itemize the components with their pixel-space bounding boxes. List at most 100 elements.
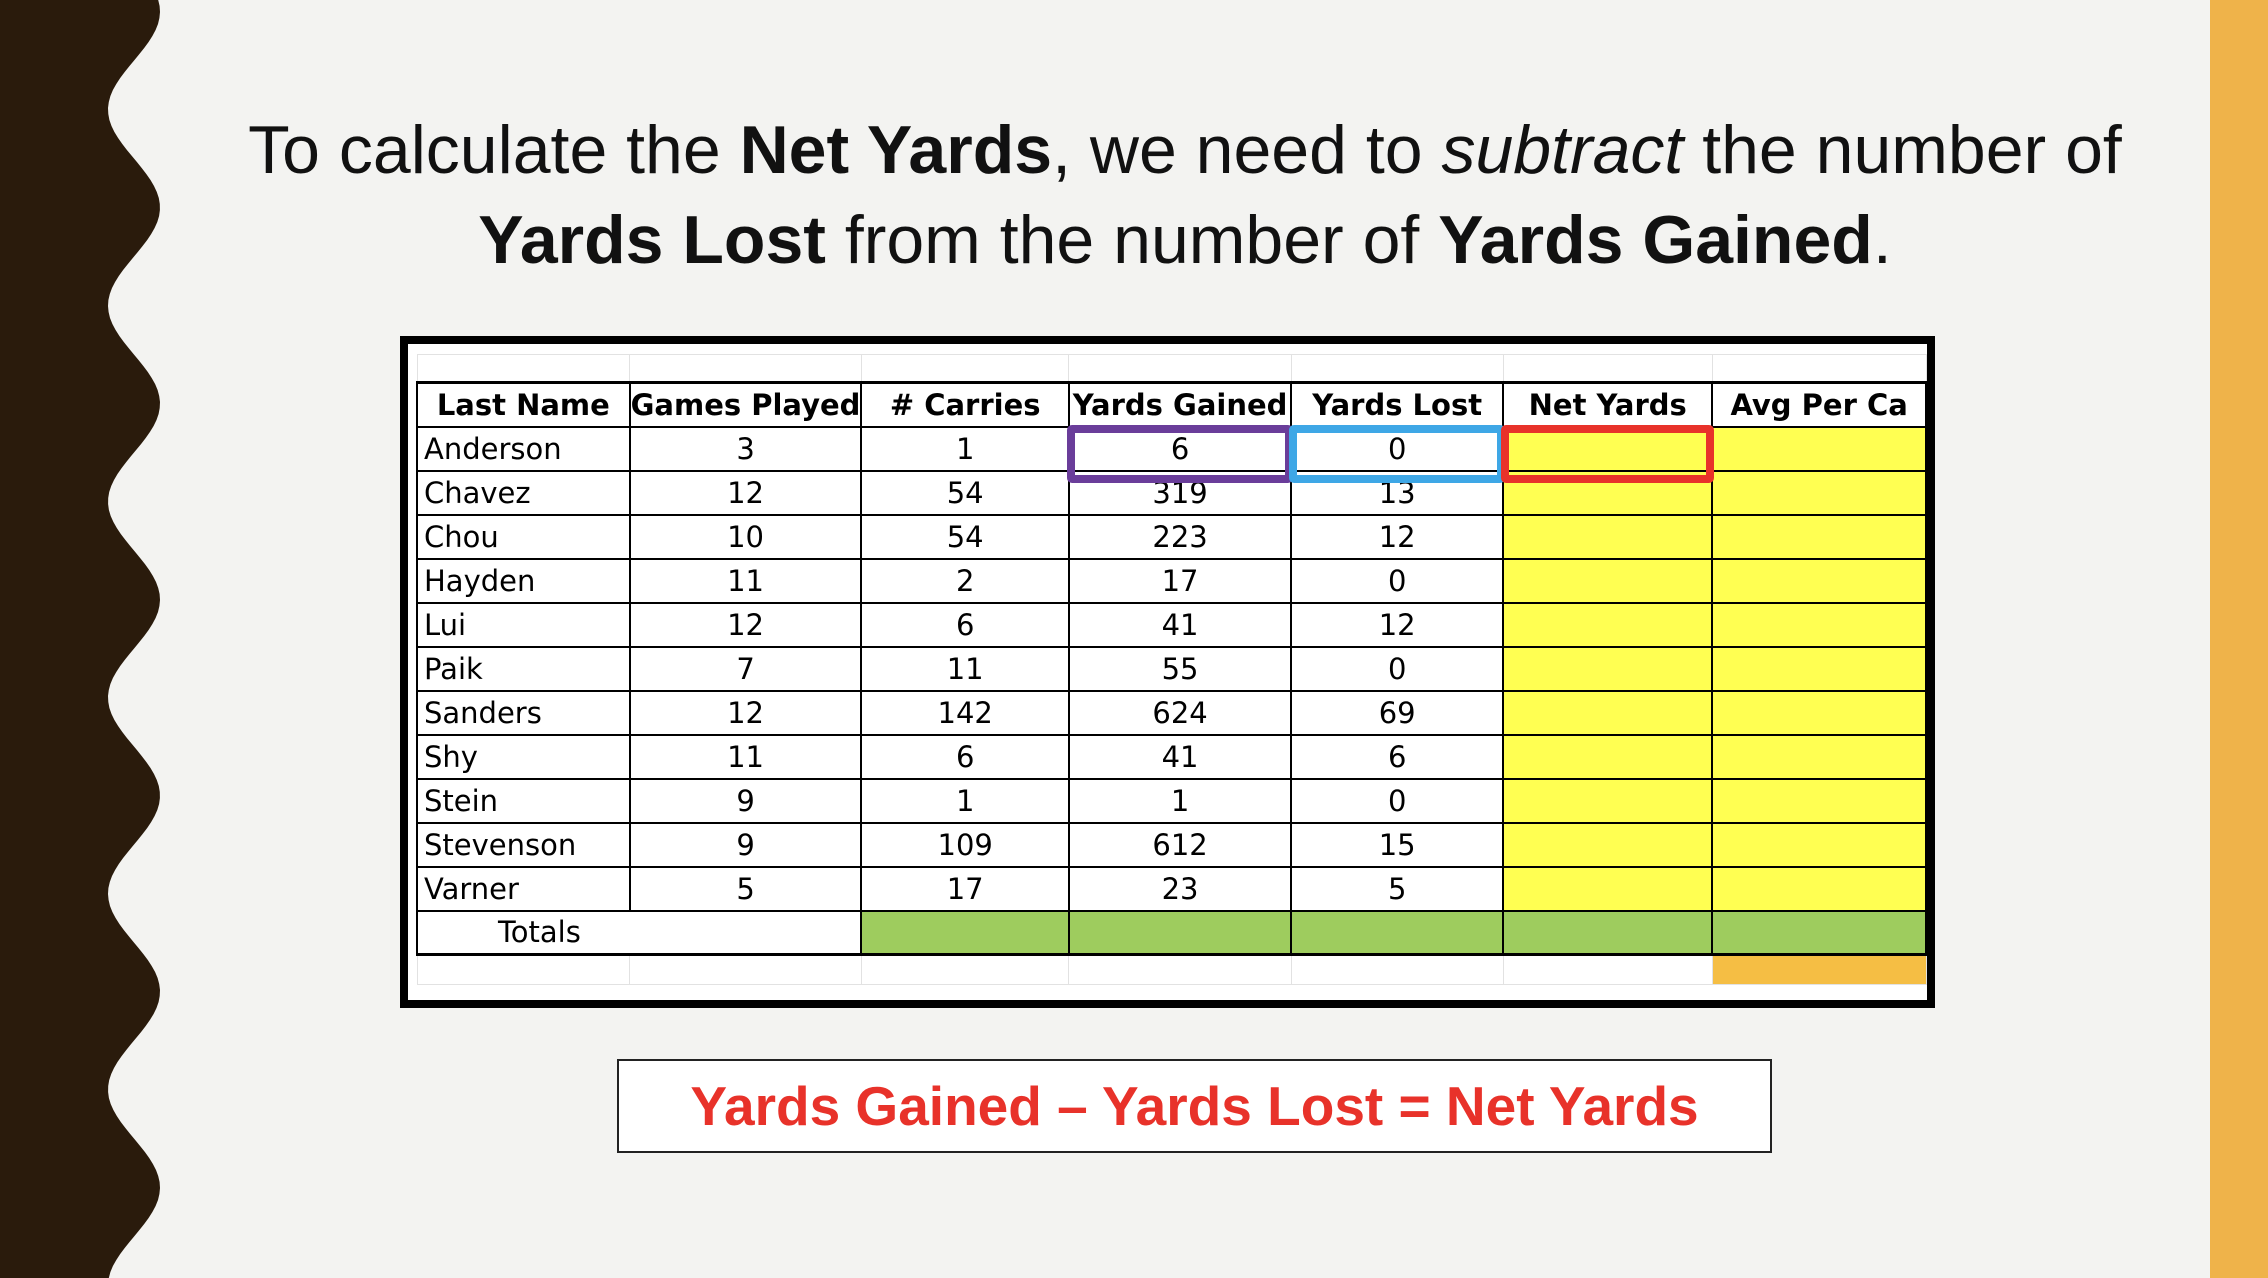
data-cell: 12 <box>628 469 863 516</box>
data-cell: 12 <box>628 601 863 648</box>
net-yards-cell <box>1502 821 1714 868</box>
totals-cell <box>1290 909 1505 956</box>
data-cell: 41 <box>1067 733 1293 780</box>
heading-yards-gained: Yards Gained <box>1438 202 1873 278</box>
data-cell: 6 <box>860 733 1070 780</box>
data-cell: 6 <box>860 601 1070 648</box>
left-wave-border <box>0 0 160 1278</box>
heading-text: from the number of <box>825 202 1439 278</box>
table-row: Stevenson 9 109 612 15 <box>416 821 1927 868</box>
data-cell: 0 <box>1290 557 1505 604</box>
heading-text: To calculate the <box>248 112 740 188</box>
table-row: Shy 11 6 41 6 <box>416 733 1927 780</box>
last-name-cell: Lui <box>416 601 631 648</box>
last-name-cell: Hayden <box>416 557 631 604</box>
last-name-cell: Stein <box>416 777 631 824</box>
table-row: Sanders 12 142 624 69 <box>416 689 1927 736</box>
net-yards-cell <box>1502 645 1714 692</box>
right-accent-bar <box>2210 0 2268 1278</box>
totals-cell <box>1067 909 1293 956</box>
empty-cell <box>416 354 631 384</box>
data-cell: 223 <box>1067 513 1293 560</box>
empty-cell <box>416 953 631 985</box>
data-cell: 5 <box>628 865 863 912</box>
column-header: # Carries <box>860 381 1070 428</box>
slide-heading: To calculate the Net Yards, we need to s… <box>230 105 2140 285</box>
data-cell: 5 <box>1290 865 1505 912</box>
data-cell: 1 <box>860 425 1070 472</box>
empty-cell <box>1711 354 1927 384</box>
data-cell: 17 <box>860 865 1070 912</box>
data-cell: 54 <box>860 469 1070 516</box>
empty-cell <box>1290 354 1504 384</box>
net-yards-cell <box>1502 689 1714 736</box>
totals-cell <box>860 909 1070 956</box>
net-yards-cell <box>1502 425 1714 472</box>
data-cell: 624 <box>1067 689 1293 736</box>
column-header: Avg Per Ca <box>1711 381 1927 428</box>
data-cell: 15 <box>1290 821 1505 868</box>
heading-text: , we need to <box>1052 112 1442 188</box>
data-cell: 54 <box>860 513 1070 560</box>
column-header: Games Played <box>628 381 863 428</box>
empty-cell <box>860 953 1070 985</box>
column-header: Last Name <box>416 381 631 428</box>
table-row: Anderson 3 1 6 0 <box>416 425 1927 472</box>
data-cell: 9 <box>628 777 863 824</box>
blank-row <box>416 354 1927 384</box>
table-row: Hayden 11 2 17 0 <box>416 557 1927 604</box>
net-yards-cell <box>1502 601 1714 648</box>
data-cell: 6 <box>1290 733 1505 780</box>
empty-cell <box>1502 354 1713 384</box>
avg-per-carry-cell <box>1711 821 1927 868</box>
avg-per-carry-cell <box>1711 425 1927 472</box>
column-header: Net Yards <box>1502 381 1714 428</box>
avg-per-carry-cell <box>1711 557 1927 604</box>
spreadsheet-screenshot: Last Name Games Played # Carries Yards Gain… <box>400 336 1935 1008</box>
table-row: Paik 7 11 55 0 <box>416 645 1927 692</box>
heading-subtract: subtract <box>1441 112 1684 188</box>
data-cell: 10 <box>628 513 863 560</box>
empty-cell <box>1068 953 1292 985</box>
data-cell: 1 <box>1067 777 1293 824</box>
data-cell: 3 <box>628 425 863 472</box>
last-name-cell: Chou <box>416 513 631 560</box>
last-name-cell: Paik <box>416 645 631 692</box>
data-cell: 23 <box>1067 865 1293 912</box>
empty-cell <box>860 354 1070 384</box>
data-cell: 41 <box>1067 601 1293 648</box>
data-cell: 142 <box>860 689 1070 736</box>
data-cell: 2 <box>860 557 1070 604</box>
last-name-cell: Stevenson <box>416 821 631 868</box>
data-cell: 9 <box>628 821 863 868</box>
net-yards-cell <box>1502 557 1714 604</box>
totals-cell <box>1711 909 1927 956</box>
data-cell: 12 <box>1290 601 1505 648</box>
net-yards-cell <box>1502 777 1714 824</box>
data-cell: 0 <box>1290 425 1505 472</box>
grand-total-cell <box>1711 953 1927 985</box>
data-cell: 0 <box>1290 777 1505 824</box>
net-yards-highlight <box>1501 424 1715 483</box>
data-cell: 69 <box>1290 689 1505 736</box>
totals-cell <box>1502 909 1714 956</box>
data-cell: 612 <box>1067 821 1293 868</box>
last-name-cell: Shy <box>416 733 631 780</box>
net-yards-cell <box>1502 513 1714 560</box>
net-yards-cell <box>1502 865 1714 912</box>
heading-text: the number of <box>1683 112 2122 188</box>
avg-per-carry-cell <box>1711 777 1927 824</box>
avg-per-carry-cell <box>1711 601 1927 648</box>
data-cell: 12 <box>628 689 863 736</box>
data-cell: 12 <box>1290 513 1505 560</box>
data-cell: 11 <box>628 733 863 780</box>
table-row: Lui 12 6 41 12 <box>416 601 1927 648</box>
empty-cell <box>1068 354 1292 384</box>
trailing-row <box>416 953 1927 985</box>
data-cell: 7 <box>628 645 863 692</box>
last-name-cell: Sanders <box>416 689 631 736</box>
avg-per-carry-cell <box>1711 469 1927 516</box>
empty-cell <box>629 354 862 384</box>
avg-per-carry-cell <box>1711 645 1927 692</box>
empty-cell <box>1290 953 1504 985</box>
